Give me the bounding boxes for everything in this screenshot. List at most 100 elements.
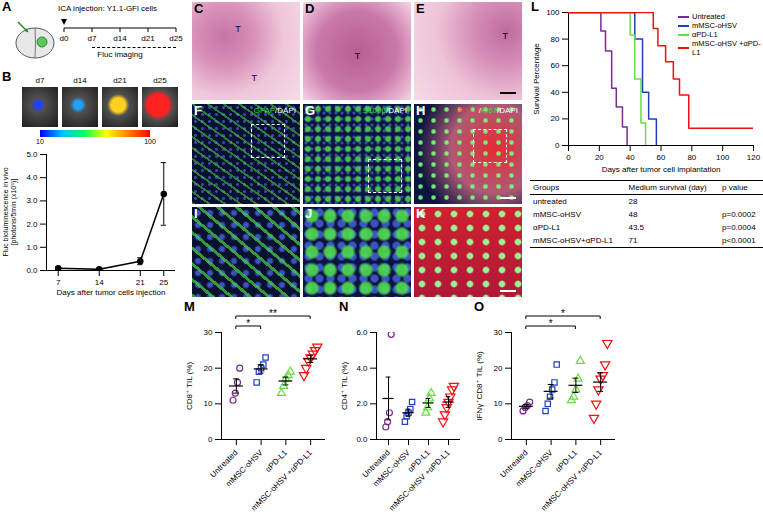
html-text:d14: d14 xyxy=(113,34,127,43)
svg-text:0.0: 0.0 xyxy=(26,266,38,275)
svg-text:*: * xyxy=(549,318,553,329)
svg-text:0: 0 xyxy=(566,153,571,162)
html-text:E: E xyxy=(416,1,425,16)
html-text:N: N xyxy=(339,299,349,314)
svg-text:Days after tumor cell implanta: Days after tumor cell implantation xyxy=(602,165,721,174)
svg-text:21: 21 xyxy=(136,278,145,287)
html-text:d25: d25 xyxy=(153,76,167,85)
svg-text:0: 0 xyxy=(208,435,213,444)
svg-text:10: 10 xyxy=(204,399,213,408)
html-text:untreated: untreated xyxy=(533,197,567,206)
html-text:d14: d14 xyxy=(73,76,87,85)
svg-text:100: 100 xyxy=(716,153,730,162)
svg-text:20: 20 xyxy=(204,364,213,373)
html-text:43.5: 43.5 xyxy=(628,223,644,232)
html-text:PD-L1 / Ki67 /DAPI: PD-L1 / Ki67 /DAPI xyxy=(456,106,518,115)
html-text:71: 71 xyxy=(628,236,638,245)
svg-text:Untreated: Untreated xyxy=(498,448,530,480)
svg-text:IFNγ⁺CD8⁺ TIL (%): IFNγ⁺CD8⁺ TIL (%) xyxy=(475,351,484,421)
svg-text:20: 20 xyxy=(551,114,560,123)
svg-text:80: 80 xyxy=(551,35,560,44)
svg-text:40: 40 xyxy=(551,88,560,97)
html-text:p<0.0001: p<0.0001 xyxy=(722,236,756,245)
svg-text:Survival Percentage: Survival Percentage xyxy=(532,43,541,115)
html-text:p value: p value xyxy=(722,183,748,192)
html-text:S100β /DAPI: S100β /DAPI xyxy=(362,106,407,115)
html-text:d0: d0 xyxy=(59,34,69,43)
svg-text:Days after tumor cells injecti: Days after tumor cells injection xyxy=(57,288,166,297)
html-text:O: O xyxy=(474,299,485,314)
html-text:J: J xyxy=(305,206,313,221)
html-text:mMSC-oHSV: mMSC-oHSV xyxy=(692,21,737,30)
svg-text:40: 40 xyxy=(626,153,635,162)
html-text:Fluc imaging: Fluc imaging xyxy=(97,50,143,59)
svg-text:20: 20 xyxy=(494,364,503,373)
svg-text:120: 120 xyxy=(747,153,761,162)
html-text:d21: d21 xyxy=(113,76,127,85)
svg-text:0.0: 0.0 xyxy=(356,435,368,444)
html-text:d21: d21 xyxy=(141,34,155,43)
svg-text:7: 7 xyxy=(56,278,61,287)
html-text:ICA injection: Y1.1-GFl cells: ICA injection: Y1.1-GFl cells xyxy=(58,4,157,13)
html-text:Untreated: Untreated xyxy=(692,12,725,21)
html-text:H: H xyxy=(416,103,426,118)
svg-text:4.0: 4.0 xyxy=(26,173,38,182)
html-text:d7: d7 xyxy=(87,34,97,43)
svg-text:Untreated: Untreated xyxy=(208,448,240,480)
svg-text:14: 14 xyxy=(95,278,104,287)
svg-text:**: ** xyxy=(269,308,277,319)
svg-text:mMSC-oHSV: mMSC-oHSV xyxy=(224,448,265,489)
html-text:Groups: Groups xyxy=(533,183,560,192)
html-text:28: 28 xyxy=(628,197,638,206)
html-text:B: B xyxy=(2,69,12,84)
html-text:αPD-L1: αPD-L1 xyxy=(692,30,718,39)
svg-text:10: 10 xyxy=(494,399,503,408)
svg-text:1.0: 1.0 xyxy=(26,243,38,252)
svg-text:20: 20 xyxy=(595,153,604,162)
html-text:p=0.0002: p=0.0002 xyxy=(722,210,756,219)
html-text:αPD-L1: αPD-L1 xyxy=(533,223,561,232)
svg-text:mMSC-oHSV +αPD-L1: mMSC-oHSV +αPD-L1 xyxy=(387,448,452,513)
svg-text:4.0: 4.0 xyxy=(356,364,368,373)
html-text:L: L xyxy=(531,0,539,14)
svg-text:mMSC-oHSV +αPD-L1: mMSC-oHSV +αPD-L1 xyxy=(249,448,314,513)
svg-text:*: * xyxy=(246,318,250,329)
svg-text:60: 60 xyxy=(657,153,666,162)
svg-text:CD4⁺ TIL (%): CD4⁺ TIL (%) xyxy=(340,362,349,411)
svg-text:30: 30 xyxy=(494,328,503,337)
html-text:F: F xyxy=(194,103,202,118)
svg-text:CD8⁺ TIL (%): CD8⁺ TIL (%) xyxy=(185,362,194,411)
html-text:G: G xyxy=(305,103,316,118)
svg-text:mMSC-oHSV: mMSC-oHSV xyxy=(514,448,555,489)
svg-text:Untreated: Untreated xyxy=(360,448,392,480)
svg-text:6.0: 6.0 xyxy=(356,328,368,337)
html-text:D: D xyxy=(305,1,315,16)
html-text:Medium survival (day): Medium survival (day) xyxy=(628,183,707,192)
svg-text:80: 80 xyxy=(687,153,696,162)
svg-text:60: 60 xyxy=(551,61,560,70)
html-text:M: M xyxy=(184,299,195,314)
html-text:d25: d25 xyxy=(169,34,183,43)
svg-text:30: 30 xyxy=(204,328,213,337)
html-text:mMSC-oHSV: mMSC-oHSV xyxy=(533,210,581,219)
svg-text:2.0: 2.0 xyxy=(356,399,368,408)
svg-text:*: * xyxy=(561,308,565,319)
svg-text:0: 0 xyxy=(555,141,560,150)
svg-text:0: 0 xyxy=(498,435,503,444)
svg-text:3.0: 3.0 xyxy=(26,196,38,205)
html-text:48: 48 xyxy=(628,210,638,219)
svg-text:2.0: 2.0 xyxy=(26,220,38,229)
html-text:A: A xyxy=(2,0,12,14)
svg-text:mMSC-oHSV +αPD-L1: mMSC-oHSV +αPD-L1 xyxy=(539,448,604,513)
html-text:mMSC-oHSV +αPD-L1: mMSC-oHSV +αPD-L1 xyxy=(692,39,761,57)
svg-text:100: 100 xyxy=(546,8,560,17)
html-text:mMSC-oHSV+αPD-L1: mMSC-oHSV+αPD-L1 xyxy=(533,236,613,245)
html-text:Fluc bioluminescence in vivo [: Fluc bioluminescence in vivo [photons/5m… xyxy=(2,167,17,257)
svg-text:5.0: 5.0 xyxy=(26,150,38,159)
html-text:GFAP /DAPI: GFAP /DAPI xyxy=(253,106,296,115)
html-text:C: C xyxy=(194,1,204,16)
svg-text:25: 25 xyxy=(159,278,168,287)
html-text:d7: d7 xyxy=(35,76,45,85)
html-text:K: K xyxy=(416,206,426,221)
html-text:p=0.0004: p=0.0004 xyxy=(722,223,756,232)
